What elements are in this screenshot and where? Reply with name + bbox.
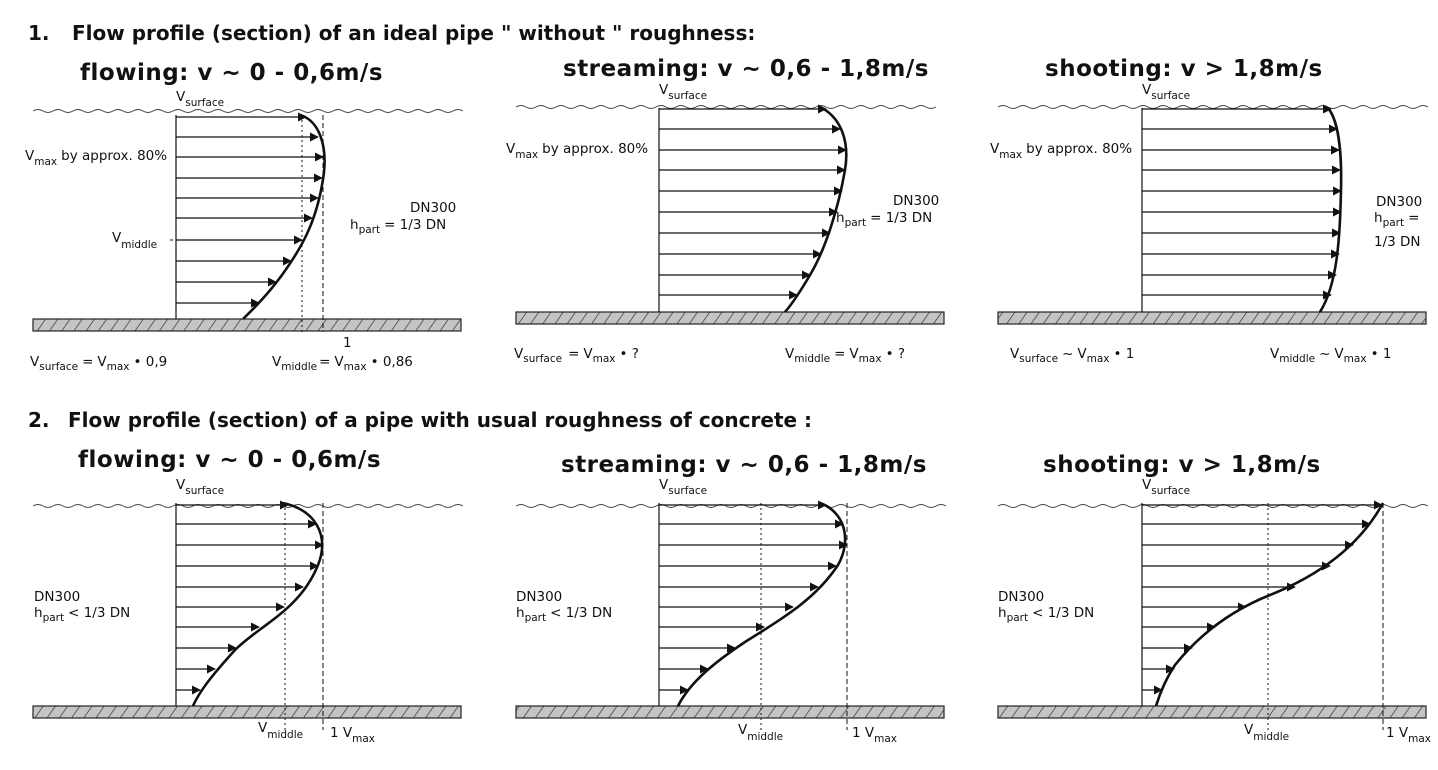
dn300-label: DN300 (34, 589, 80, 605)
h-part-label: hpart < 1/3 DN (34, 605, 130, 624)
h-part-label: hpart < 1/3 DN (516, 605, 612, 624)
v-surface-label: Vsurface (176, 477, 224, 497)
v-max-axis-label: 1 Vmax (330, 725, 375, 745)
pipe-bottom-ground (515, 705, 945, 719)
h-part-label: hpart = 1/3 DN (350, 217, 446, 236)
panel-rough-shooting: shooting: v > 1,8m/s Vsurface DN300 hpar… (997, 452, 1431, 745)
section-1-title: Flow profile (section) of an ideal pipe … (72, 21, 755, 45)
v-surface-formula: Vsurface ~ Vmax • 1 (1010, 346, 1134, 365)
v-surface-label: Vsurface (659, 477, 707, 497)
dn300-label: DN300 (516, 589, 562, 605)
h-part-label: hpart = (1374, 210, 1419, 229)
dn300-label: DN300 (893, 193, 939, 209)
h-part-value-label: 1/3 DN (1374, 234, 1421, 250)
water-surface-line (32, 109, 464, 113)
regime-title: flowing: v ~ 0 - 0,6m/s (78, 447, 381, 473)
water-surface-line (515, 504, 947, 508)
velocity-profile-curve (1154, 502, 1385, 707)
pipe-bottom-ground (32, 318, 462, 332)
water-surface-line (997, 504, 1429, 508)
pipe-bottom-ground (997, 311, 1427, 325)
v-surface-label: Vsurface (659, 82, 707, 102)
v-surface-formula: Vsurface = Vmax • 0,9 (30, 354, 167, 373)
v-surface-formula: Vsurface = Vmax • ? (514, 346, 639, 365)
regime-title: shooting: v > 1,8m/s (1043, 452, 1321, 478)
water-surface-line (997, 105, 1429, 109)
v-middle-formula: Vmiddle = Vmax • 0,86 (272, 354, 413, 373)
pipe-bottom-ground (997, 705, 1427, 719)
h-part-label: hpart = 1/3 DN (836, 210, 932, 229)
section-2-title: Flow profile (section) of a pipe with us… (68, 408, 812, 432)
pipe-bottom-ground (32, 705, 462, 719)
v-max-axis-label: 1 Vmax (852, 725, 897, 745)
section-2-number: 2. (28, 408, 50, 432)
panel-ideal-streaming: streaming: v ~ 0,6 - 1,8m/s Vsurface Vma… (506, 56, 945, 365)
h-part-label: hpart < 1/3 DN (998, 605, 1094, 624)
velocity-profile-curve (784, 106, 848, 313)
v-middle-axis-label: Vmiddle (738, 722, 783, 743)
velocity-profile-curve (242, 113, 326, 320)
regime-title: streaming: v ~ 0,6 - 1,8m/s (563, 56, 929, 82)
dn300-label: DN300 (410, 200, 456, 216)
pipe-bottom-ground (515, 311, 945, 325)
water-surface-line (515, 105, 937, 109)
panel-rough-streaming: streaming: v ~ 0,6 - 1,8m/s Vsurface DN3… (515, 452, 947, 745)
footnote-mark: 1 (343, 335, 352, 351)
dn300-label: DN300 (1376, 194, 1422, 210)
v-middle-formula: Vmiddle = Vmax • ? (785, 346, 905, 365)
regime-title: shooting: v > 1,8m/s (1045, 56, 1323, 82)
panel-rough-flowing: flowing: v ~ 0 - 0,6m/s Vsurface DN300 h… (32, 447, 464, 745)
velocity-arrows (176, 112, 324, 308)
velocity-arrows (176, 500, 324, 695)
v-middle-formula: Vmiddle ~ Vmax • 1 (1270, 346, 1391, 365)
panel-ideal-shooting: shooting: v > 1,8m/s Vsurface Vmax by app… (990, 56, 1429, 365)
velocity-profile-curve (191, 501, 324, 707)
v-max-approx-label: Vmax by approx. 80% (990, 141, 1132, 161)
velocity-profile-curve (676, 501, 847, 707)
section-1-number: 1. (28, 21, 50, 45)
water-surface-line (32, 504, 464, 508)
velocity-arrows (659, 104, 847, 300)
v-middle-axis-label: Vmiddle (258, 720, 303, 741)
v-max-approx-label: Vmax by approx. 80% (25, 148, 167, 168)
velocity-arrows (659, 500, 848, 695)
velocity-arrows (1142, 500, 1383, 695)
dn300-label: DN300 (998, 589, 1044, 605)
v-middle-axis-label: Vmiddle (1244, 722, 1289, 743)
v-max-axis-label: 1 Vmax (1386, 725, 1431, 745)
v-surface-label: Vsurface (1142, 82, 1190, 102)
velocity-profile-curve (1318, 107, 1343, 313)
v-max-approx-label: Vmax by approx. 80% (506, 141, 648, 161)
v-middle-label: Vmiddle (112, 230, 157, 251)
regime-title: streaming: v ~ 0,6 - 1,8m/s (561, 452, 927, 478)
panel-ideal-flowing: flowing: v ~ 0 - 0,6m/s Vsurface Vmax by … (25, 60, 464, 373)
velocity-arrows (1142, 104, 1342, 300)
regime-title: flowing: v ~ 0 - 0,6m/s (80, 60, 383, 86)
v-surface-label: Vsurface (1142, 477, 1190, 497)
v-surface-label: Vsurface (176, 89, 224, 109)
